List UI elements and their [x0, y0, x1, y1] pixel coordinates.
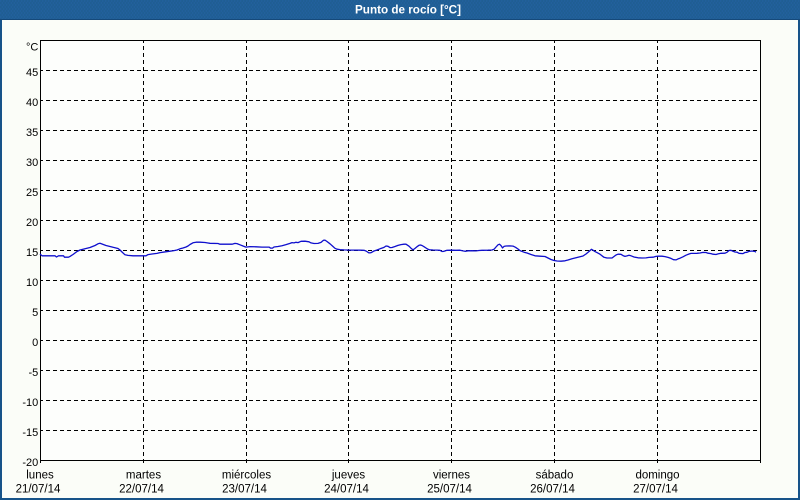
svg-text:martes: martes — [126, 470, 161, 482]
svg-text:-5: -5 — [29, 367, 39, 379]
svg-text:sábado: sábado — [536, 470, 574, 482]
svg-text:45: 45 — [26, 67, 38, 79]
svg-text:miércoles: miércoles — [222, 470, 271, 482]
svg-text:jueves: jueves — [331, 470, 365, 482]
svg-text:35: 35 — [26, 127, 38, 139]
svg-text:lunes: lunes — [26, 470, 54, 482]
svg-text:26/07/14: 26/07/14 — [530, 484, 575, 496]
svg-text:-15: -15 — [22, 427, 38, 439]
svg-text:-10: -10 — [22, 397, 38, 409]
svg-text:30: 30 — [26, 157, 38, 169]
svg-text:domingo: domingo — [635, 470, 679, 482]
svg-text:0: 0 — [32, 337, 38, 349]
svg-text:23/07/14: 23/07/14 — [222, 484, 267, 496]
svg-text:5: 5 — [32, 307, 38, 319]
svg-text:40: 40 — [26, 97, 38, 109]
svg-text:Punto de rocío [°C]: Punto de rocío [°C] — [355, 4, 461, 17]
svg-text:24/07/14: 24/07/14 — [324, 484, 369, 496]
svg-text:27/07/14: 27/07/14 — [633, 484, 678, 496]
svg-text:viernes: viernes — [433, 470, 470, 482]
svg-text:20: 20 — [26, 217, 38, 229]
svg-text:°C: °C — [26, 41, 38, 53]
svg-text:-20: -20 — [22, 457, 38, 469]
svg-text:10: 10 — [26, 277, 38, 289]
svg-text:25: 25 — [26, 187, 38, 199]
svg-text:25/07/14: 25/07/14 — [427, 484, 472, 496]
svg-text:21/07/14: 21/07/14 — [16, 484, 61, 496]
svg-text:22/07/14: 22/07/14 — [119, 484, 164, 496]
svg-text:15: 15 — [26, 247, 38, 259]
